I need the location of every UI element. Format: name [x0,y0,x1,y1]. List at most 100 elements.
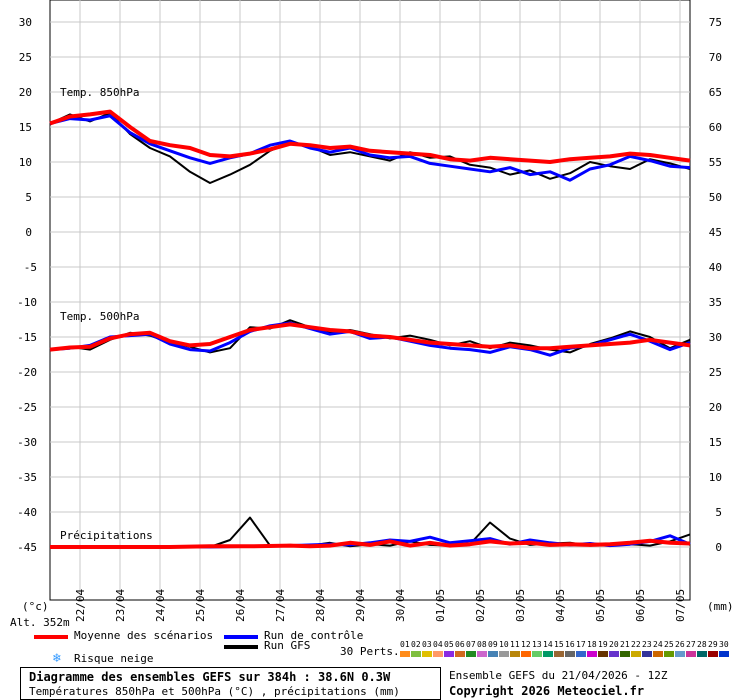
y-tick-label-right: 10 [709,471,722,484]
perturbation-swatch [543,651,553,657]
perturbation-swatch [719,651,729,657]
perturbation-swatch [587,651,597,657]
gfs-legend-label: Run GFS [264,639,311,652]
chart-title: Diagramme des ensembles GEFS sur 384h : … [29,670,391,684]
x-tick-label: 30/04 [394,589,407,622]
perturbation-number: 22 [631,640,641,649]
panel-title-precip: Précipitations [60,529,153,542]
copyright-label: Copyright 2026 Meteociel.fr [449,684,645,698]
perturbation-number: 23 [642,640,652,649]
perturbation-number: 03 [422,640,432,649]
chart-subtitle: Températures 850hPa et 500hPa (°C) , pré… [29,685,400,698]
y-tick-label-right: 5 [715,506,722,519]
perturbation-swatch [521,651,531,657]
perturbation-swatch [620,651,630,657]
y-tick-label-850: 0 [25,226,32,239]
perturbation-swatch [400,651,410,657]
y-tick-label-right: 35 [709,296,722,309]
y-tick-label-right: 0 [715,541,722,554]
plot-frame [49,0,691,601]
perturbation-swatch [455,651,465,657]
perturbation-swatch [488,651,498,657]
perturbation-number: 10 [499,640,509,649]
x-tick-label: 02/05 [474,589,487,622]
perturbation-number: 12 [521,640,531,649]
y-tick-label-right: 45 [709,226,722,239]
perturbation-number: 27 [686,640,696,649]
control-line [49,321,691,357]
perturbation-swatch [631,651,641,657]
perturbation-number: 11 [510,640,520,649]
y-tick-label-500: -25 [17,401,37,414]
y-tick-label-right: 40 [709,261,722,274]
perturbation-number: 01 [400,640,410,649]
unit-right-label: (mm) [707,600,734,613]
x-tick-label: 26/04 [234,589,247,622]
panel-title-500: Temp. 500hPa [60,310,139,323]
perturbation-number: 28 [697,640,707,649]
perturbation-number: 15 [554,640,564,649]
perturbation-swatch [686,651,696,657]
panel-title-850: Temp. 850hPa [60,86,139,99]
perts-label: 30 Perts. [340,645,400,658]
perturbation-number: 17 [576,640,586,649]
y-tick-label-500: -15 [17,331,37,344]
perturbation-number: 26 [675,640,685,649]
perturbation-number: 25 [664,640,674,649]
perturbation-number: 13 [532,640,542,649]
y-tick-label-right: 50 [709,191,722,204]
perturbation-swatch [411,651,421,657]
perturbation-swatch [576,651,586,657]
title-box: Diagramme des ensembles GEFS sur 384h : … [20,667,441,700]
run-info-label: Ensemble GEFS du 21/04/2026 - 12Z [449,669,668,682]
y-tick-label-500: -35 [17,471,37,484]
y-tick-label-right: 15 [709,436,722,449]
mean-line [49,109,691,164]
control-legend-label: Run de contrôle [264,629,364,642]
y-tick-label-850: 20 [19,86,32,99]
x-tick-label: 04/05 [554,589,567,622]
y-tick-label-500: -10 [17,296,37,309]
y-tick-label-850: 5 [25,191,32,204]
altitude-label: Alt. 352m [10,616,70,629]
y-tick-label-right: 30 [709,331,722,344]
perturbation-swatch [466,651,476,657]
perturbation-swatch [697,651,707,657]
gfs-legend-swatch [224,645,258,649]
perturbation-number: 14 [543,640,553,649]
snowflake-icon: ❄ [53,651,61,666]
x-tick-label: 06/05 [634,589,647,622]
y-tick-label-500: -45 [17,541,37,554]
y-tick-label-500: -30 [17,436,37,449]
perturbation-number: 08 [477,640,487,649]
perturbation-swatch [675,651,685,657]
mean-legend-label: Moyenne des scénarios [74,629,214,642]
perturbation-swatch [664,651,674,657]
perturbation-swatch [477,651,487,657]
mean-legend-swatch [34,635,68,639]
perturbation-swatch [444,651,454,657]
y-tick-label-850: 15 [19,121,32,134]
y-tick-label-right: 25 [709,366,722,379]
perturbation-number: 05 [444,640,454,649]
perturbation-swatch [510,651,520,657]
snow-legend-label: Risque neige [74,652,154,665]
perturbation-number: 09 [488,640,498,649]
y-tick-label-right: 20 [709,401,722,414]
y-tick-label-right: 60 [709,121,722,134]
y-tick-label-right: 70 [709,51,722,64]
perturbation-number: 29 [708,640,718,649]
perturbation-swatch [653,651,663,657]
mean-line [49,322,691,352]
perturbation-swatch [422,651,432,657]
perturbation-number: 04 [433,640,443,649]
x-tick-label: 03/05 [514,589,527,622]
y-tick-label-right: 65 [709,86,722,99]
y-tick-label-850: 30 [19,16,32,29]
y-tick-label-right: 75 [709,16,722,29]
mean-line [50,538,691,549]
control-line [49,114,691,182]
perturbation-number: 30 [719,640,729,649]
perturbation-swatch [433,651,443,657]
